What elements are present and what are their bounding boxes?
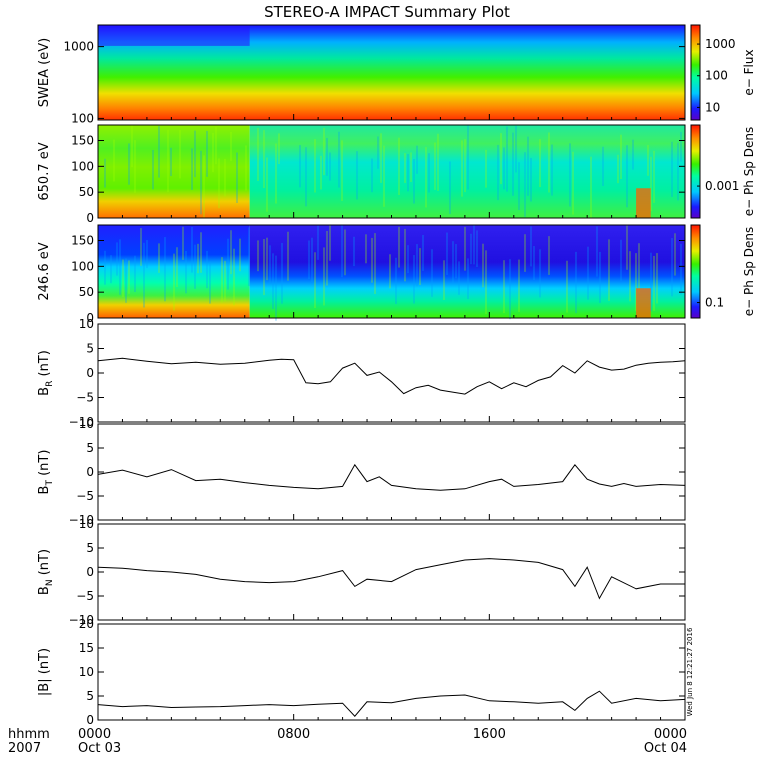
xtick-label-date: Oct 04 xyxy=(644,741,687,756)
bn-series-line xyxy=(97,558,685,600)
bn-frame xyxy=(97,523,686,621)
swea-high-energy-band xyxy=(98,25,250,46)
bt-panel: −10 −5 0 5 10 BT (nT) xyxy=(37,417,686,527)
pad-246-ylabel: 246.6 eV xyxy=(37,242,52,300)
pad-650-ytick-label: 0 xyxy=(86,211,94,225)
br-ylabel: BR (nT) xyxy=(37,350,55,396)
bmag-series-line xyxy=(97,690,686,717)
xtick-label-time: 0000 xyxy=(654,727,687,742)
br-panel: −10 −5 0 5 10 BR (nT) xyxy=(37,317,686,429)
br-ytick-label: 5 xyxy=(86,342,94,356)
bt-ytick-label: 5 xyxy=(86,441,94,455)
bmag-ytick-label: 20 xyxy=(79,617,94,631)
pad-246-enhancement xyxy=(636,288,651,318)
bt-ylabel: BT (nT) xyxy=(37,450,55,495)
bt-ytick-label: −5 xyxy=(76,489,94,503)
pad-650-heatmap-early xyxy=(98,125,250,218)
bt-ytick-label: 0 xyxy=(86,465,94,479)
bn-ytick-label: 0 xyxy=(86,565,94,579)
xtick-label-time: 0800 xyxy=(277,727,310,742)
bn-panel: −10 −5 0 5 10 BN (nT) xyxy=(37,517,686,627)
timestamp: Wed Jun 8 12:21:27 2016 xyxy=(686,627,694,716)
swea-colorbar: 10 100 1000 e− Flux xyxy=(690,24,756,121)
bn-ytick-label: −10 xyxy=(69,613,94,627)
pad-246-panel: 0.1 e− Ph Sp Dens 0 50 100 150 246.6 eV xyxy=(37,224,756,325)
xaxis-year-label: 2007 xyxy=(8,741,41,756)
pad-246-streaks xyxy=(104,225,682,321)
bmag-ylabel: |B| (nT) xyxy=(37,648,52,696)
pad-246-ytick-label: 0 xyxy=(86,311,94,325)
br-frame xyxy=(97,323,686,423)
bmag-ytick-label: 0 xyxy=(86,713,94,727)
pad-246-colorbar-tick-label: 0.1 xyxy=(705,296,724,310)
pad-650-colorbar-tick-label: 0.001 xyxy=(705,179,739,193)
swea-colorbar-bar xyxy=(690,24,701,121)
pad-246-ytick-label: 50 xyxy=(79,285,94,299)
swea-ytick-label: 1000 xyxy=(63,40,94,54)
swea-colorbar-tick-label: 10 xyxy=(705,100,720,114)
bn-ytick-label: 5 xyxy=(86,541,94,555)
bmag-ytick-label: 10 xyxy=(79,665,94,679)
bt-ytick-label: 10 xyxy=(79,417,94,431)
bn-ylabel: BN (nT) xyxy=(37,549,55,595)
pad-650-ytick-label: 100 xyxy=(71,159,94,173)
swea-colorbar-label: e− Flux xyxy=(742,49,756,95)
bn-ytick-label: 10 xyxy=(79,517,94,531)
pad-650-enhancement xyxy=(636,188,651,218)
pad-650-ytick-label: 50 xyxy=(79,185,94,199)
swea-panel: 10 100 1000 e− Flux 100 1000 SWEA (eV) xyxy=(37,24,756,125)
xaxis-format-label: hhmm xyxy=(8,727,50,742)
xtick-label-date: Oct 03 xyxy=(78,741,121,756)
pad-246-ytick-label: 150 xyxy=(71,234,94,248)
xtick-label-time: 0000 xyxy=(78,727,111,742)
bt-series-line xyxy=(97,463,686,491)
pad-246-heatmap-late xyxy=(249,225,685,318)
pad-650-heatmap-late xyxy=(249,125,685,218)
bmag-panel: 0 5 10 15 20 |B| (nT) xyxy=(37,617,686,727)
bmag-ytick-label: 5 xyxy=(86,689,94,703)
br-ytick-label: 10 xyxy=(79,317,94,331)
swea-ylabel: SWEA (eV) xyxy=(37,38,52,107)
br-ytick-label: −5 xyxy=(76,391,94,405)
bmag-frame xyxy=(97,623,686,721)
br-ytick-label: 0 xyxy=(86,366,94,380)
pad-650-panel: 0.001 e− Ph Sp Dens 0 50 100 150 650.7 eV xyxy=(37,124,756,225)
br-ytick-label: −10 xyxy=(69,415,94,429)
pad-246-colorbar-label: e− Ph Sp Dens xyxy=(742,227,756,316)
xtick-label-time: 1600 xyxy=(473,727,506,742)
swea-colorbar-tick-label: 1000 xyxy=(705,37,736,51)
bt-ytick-label: −10 xyxy=(69,513,94,527)
bt-frame xyxy=(97,423,686,521)
plot-title: STEREO-A IMPACT Summary Plot xyxy=(264,3,510,21)
swea-colorbar-tick-label: 100 xyxy=(705,69,728,83)
pad-650-colorbar-label: e− Ph Sp Dens xyxy=(742,127,756,216)
pad-650-ylabel: 650.7 eV xyxy=(37,142,52,200)
pad-650-colorbar-bar xyxy=(690,124,701,219)
pad-650-streaks xyxy=(104,125,682,219)
pad-246-heatmap-early xyxy=(98,225,250,318)
pad-246-ytick-label: 100 xyxy=(71,259,94,273)
swea-ytick-label: 100 xyxy=(71,111,94,125)
bn-ytick-label: −5 xyxy=(76,589,94,603)
bmag-ytick-label: 15 xyxy=(79,641,94,655)
pad-246-colorbar: 0.1 e− Ph Sp Dens xyxy=(690,224,756,319)
pad-246-colorbar-bar xyxy=(690,224,701,319)
pad-650-colorbar: 0.001 e− Ph Sp Dens xyxy=(690,124,756,219)
br-series-line xyxy=(97,357,686,395)
pad-650-ytick-label: 150 xyxy=(71,134,94,148)
